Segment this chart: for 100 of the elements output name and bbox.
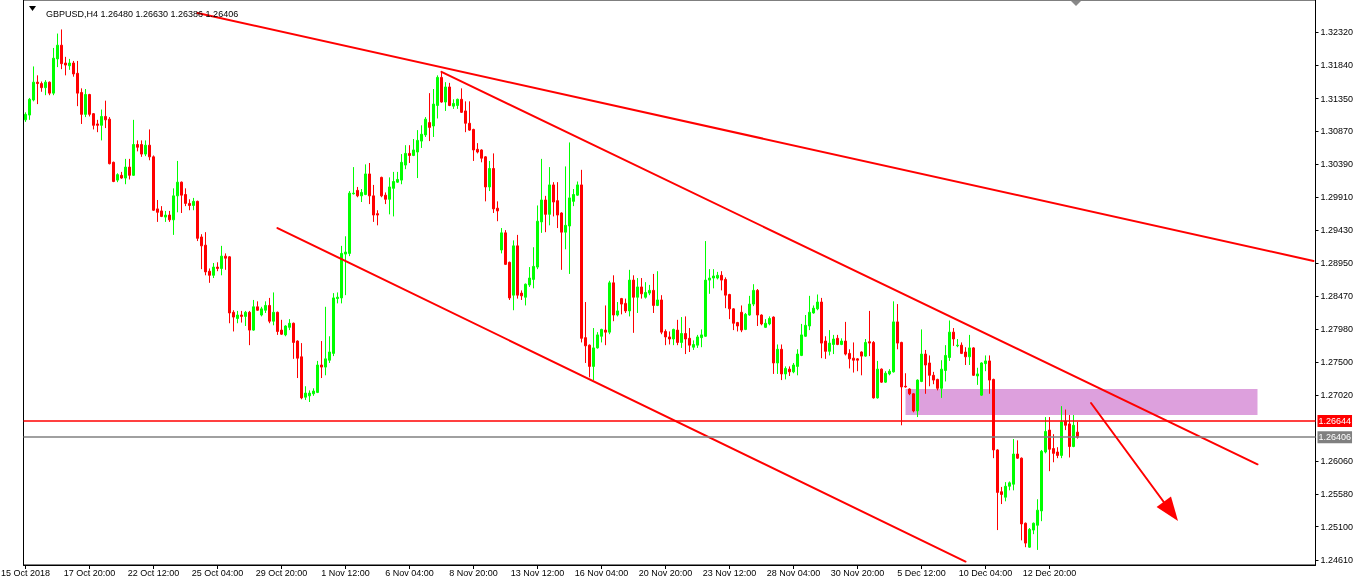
candlestick	[912, 392, 915, 413]
x-tick-label: 8 Nov 20:00	[449, 567, 498, 578]
candlestick	[608, 280, 611, 335]
candlestick	[828, 329, 831, 356]
candlestick	[1028, 527, 1031, 549]
x-tick-label: 5 Dec 12:00	[897, 567, 946, 578]
candlestick	[632, 274, 635, 334]
ref-line-label: 1.26644	[1318, 415, 1352, 426]
x-tick-label: 10 Dec 04:00	[958, 567, 1013, 578]
candlestick	[216, 261, 219, 272]
candlestick	[516, 234, 519, 300]
y-tick-label: 1.30390	[1320, 159, 1354, 170]
candlestick	[860, 350, 863, 376]
candlestick	[840, 337, 843, 346]
y-tick-label: 1.28950	[1320, 257, 1354, 268]
x-tick-label: 1 Nov 12:00	[321, 567, 370, 578]
candlestick	[644, 281, 647, 300]
candlestick	[780, 343, 783, 381]
candlestick	[248, 310, 251, 346]
candlestick	[500, 227, 503, 254]
candlestick	[816, 293, 819, 311]
candlestick	[192, 197, 195, 211]
candlestick	[300, 342, 303, 400]
candlestick	[124, 158, 127, 185]
candlestick	[668, 330, 671, 345]
candlestick	[100, 109, 103, 141]
candlestick	[968, 334, 971, 366]
x-tick-label: 25 Oct 04:00	[191, 567, 244, 578]
candlestick	[956, 338, 959, 348]
candlestick	[772, 315, 775, 375]
candlestick	[820, 297, 823, 359]
candlestick	[252, 299, 255, 332]
candlestick	[448, 82, 451, 107]
candlestick	[240, 310, 243, 324]
y-tick-label: 1.27020	[1320, 390, 1354, 401]
candlestick	[836, 334, 839, 346]
candlestick	[320, 340, 323, 379]
candlestick	[356, 186, 359, 198]
candlestick	[852, 341, 855, 374]
candlestick	[316, 360, 319, 394]
y-tick-label: 1.25100	[1320, 521, 1354, 532]
text: GBPUSD,H4 1.26480 1.26630 1.26386 1.26406	[46, 8, 239, 19]
candlestick	[548, 166, 551, 226]
candlestick	[452, 98, 455, 110]
candlestick	[212, 262, 215, 279]
candlestick	[652, 273, 655, 314]
x-tick-label: 23 Nov 12:00	[702, 567, 757, 578]
y-tick-label: 1.28470	[1320, 290, 1354, 301]
candlestick	[604, 304, 607, 346]
candlestick	[428, 92, 431, 142]
y-tick-label: 1.26060	[1320, 455, 1354, 466]
candlestick	[392, 171, 395, 217]
candlestick	[168, 210, 171, 223]
candlestick	[952, 327, 955, 347]
candlestick	[740, 304, 743, 333]
y-tick-label: 1.30870	[1320, 126, 1354, 137]
candlestick	[144, 139, 147, 157]
candlestick	[628, 269, 631, 317]
candlestick	[488, 160, 491, 192]
candlestick	[120, 171, 123, 180]
candlestick	[180, 180, 183, 214]
candlestick	[68, 58, 71, 71]
candlestick	[1072, 414, 1075, 448]
candlestick	[256, 300, 259, 312]
candlestick	[568, 141, 571, 275]
candlestick	[1060, 405, 1063, 459]
candlestick	[676, 319, 679, 346]
candlestick	[924, 349, 927, 395]
candlestick	[1004, 481, 1007, 502]
candlestick	[864, 338, 867, 358]
candlestick	[612, 274, 615, 322]
y-tick-label: 1.25580	[1320, 488, 1354, 499]
candlestick	[116, 172, 119, 183]
candlestick	[964, 346, 967, 366]
candlestick	[788, 365, 791, 377]
candlestick	[616, 301, 619, 317]
candlestick	[304, 385, 307, 401]
candlestick	[648, 284, 651, 296]
candlestick	[768, 315, 771, 326]
candlestick	[44, 79, 47, 96]
candlestick	[884, 370, 887, 384]
candlestick	[264, 300, 267, 314]
candlestick	[48, 81, 51, 96]
y-tick-label: 1.27980	[1320, 324, 1354, 335]
y-tick-label: 1.31350	[1320, 93, 1354, 104]
x-tick-label: 15 Oct 2018	[0, 567, 51, 578]
candlestick	[764, 318, 767, 329]
x-tick-label: 13 Nov 12:00	[510, 567, 565, 578]
candlestick	[624, 298, 627, 314]
x-tick-label: 16 Nov 04:00	[574, 567, 629, 578]
candlestick	[36, 74, 39, 105]
candlestick	[272, 291, 275, 326]
x-tick-label: 30 Nov 20:00	[830, 567, 885, 578]
x-tick-label: 29 Oct 20:00	[255, 567, 308, 578]
candlestick	[244, 310, 247, 327]
y-tick-label: 1.27500	[1320, 357, 1354, 368]
y-tick-label: 1.32320	[1320, 27, 1354, 38]
candlestick	[164, 210, 167, 223]
candlestick	[308, 389, 311, 403]
candlestick	[408, 144, 411, 164]
